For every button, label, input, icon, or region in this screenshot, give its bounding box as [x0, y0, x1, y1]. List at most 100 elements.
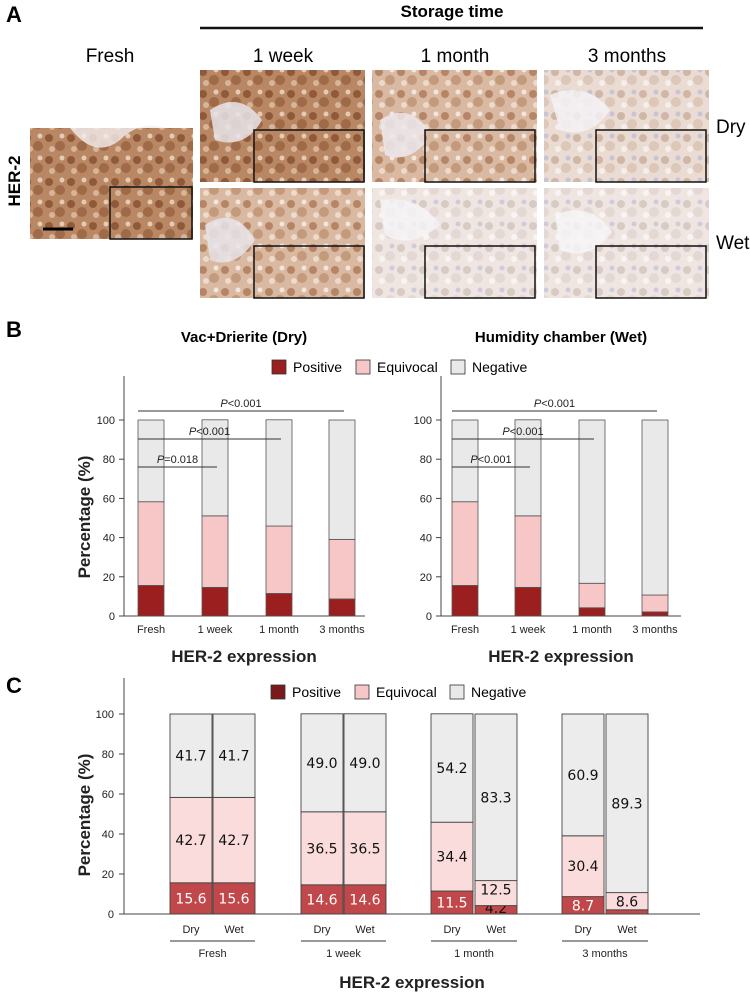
x-tick-label-1-week: 1 week — [511, 624, 546, 636]
legend-swatch-positive — [271, 359, 287, 375]
x-subtick-label-dry: Dry — [443, 924, 461, 936]
inset-dry-1-week — [253, 129, 365, 183]
column-label-fresh: Fresh — [86, 46, 135, 67]
data-label-equivocal: 34.4 — [436, 850, 467, 866]
bar-segment-equivocal-1-month — [265, 525, 293, 594]
bar-segment-negative-wet-1-month — [474, 713, 518, 882]
bar-segment-negative-1-month — [265, 419, 293, 527]
legend-swatch-negative — [450, 359, 466, 375]
bar-segment-equivocal-fresh — [451, 501, 479, 586]
bar-segment-equivocal-1-week — [201, 515, 229, 588]
data-label-negative: 49.0 — [306, 756, 337, 772]
bar-segment-equivocal-dry-fresh — [169, 796, 213, 884]
bar-segment-equivocal-1-week — [514, 515, 542, 588]
y-tick-label: 40 — [103, 533, 115, 545]
bar-segment-equivocal-1-month — [578, 582, 606, 609]
bar-segment-negative-1-week — [514, 419, 542, 517]
bar-segment-negative-wet-1-week — [343, 713, 387, 813]
y-tick-label: 60 — [102, 789, 114, 801]
data-label-negative: 41.7 — [218, 749, 249, 765]
bar-segment-positive-dry-fresh — [169, 882, 213, 915]
legend-label-negative: Negative — [472, 359, 527, 375]
data-label-negative: 41.7 — [175, 749, 206, 765]
y-tick-label: 100 — [97, 415, 115, 427]
bar-segment-negative-dry-3-months — [561, 713, 605, 837]
data-label-negative: 60.9 — [567, 768, 598, 784]
legend-c-label-positive: Positive — [292, 684, 341, 700]
x-tick-label-1-month: 1 month — [259, 624, 299, 636]
panel-c-letter: C — [6, 673, 22, 698]
legend-label-positive: Positive — [293, 359, 342, 375]
chart-c-xlabel: HER-2 expression — [339, 973, 485, 992]
bar-segment-positive-1-week — [201, 586, 229, 617]
data-label-positive: 15.6 — [175, 891, 206, 907]
micrograph-dry-3-months — [544, 70, 709, 183]
data-label-positive: 2.1 — [616, 895, 638, 911]
y-tick-label: 40 — [420, 533, 432, 545]
bar-segment-negative-1-week — [201, 419, 229, 517]
data-label-positive: 11.5 — [436, 896, 467, 912]
legend-c-swatch-negative — [449, 684, 465, 700]
y-tick-label: 40 — [102, 829, 114, 841]
bar-segment-equivocal-wet-fresh — [212, 796, 256, 884]
row-label-dry: Dry — [716, 117, 746, 138]
bar-segment-positive-1-month — [578, 607, 606, 617]
p-value-label: P=0.018 — [157, 454, 198, 466]
bar-segment-positive-fresh — [451, 585, 479, 617]
bar-segment-positive-dry-3-months — [561, 896, 605, 915]
chart-dry-title: Vac+Drierite (Dry) — [181, 329, 307, 346]
x-tick-label-fresh: Fresh — [137, 624, 165, 636]
bar-segment-positive-wet-1-month — [474, 905, 518, 915]
data-label-equivocal: 30.4 — [567, 859, 598, 875]
bar-segment-equivocal-dry-1-month — [430, 821, 474, 892]
y-tick-label: 60 — [103, 493, 115, 505]
x-group-label-fresh: Fresh — [198, 948, 226, 960]
bar-segment-equivocal-dry-1-week — [300, 811, 344, 886]
data-label-negative: 89.3 — [611, 796, 642, 812]
bar-segment-equivocal-wet-1-month — [474, 880, 518, 907]
data-label-positive: 4.2 — [485, 901, 507, 917]
x-subtick-label-wet: Wet — [224, 924, 243, 936]
bar-segment-negative-fresh — [451, 419, 479, 503]
x-tick-label-1-week: 1 week — [198, 624, 233, 636]
y-tick-label: 80 — [420, 454, 432, 466]
bar-segment-negative-1-month — [578, 419, 606, 584]
x-tick-label-3-months: 3 months — [632, 624, 678, 636]
data-label-equivocal: 36.5 — [349, 841, 380, 857]
y-tick-label: 20 — [102, 869, 114, 881]
x-subtick-label-dry: Dry — [574, 924, 592, 936]
bar-segment-equivocal-dry-3-months — [561, 835, 605, 898]
data-label-negative: 49.0 — [349, 756, 380, 772]
inset-fresh — [109, 186, 193, 240]
data-label-positive: 14.6 — [349, 892, 380, 908]
bar-segment-positive-wet-1-week — [343, 884, 387, 915]
bar-segment-equivocal-wet-1-week — [343, 811, 387, 886]
data-label-positive: 14.6 — [306, 892, 337, 908]
y-tick-label: 80 — [103, 454, 115, 466]
chart-dry-xlabel: HER-2 expression — [171, 647, 317, 666]
bar-segment-negative-fresh — [137, 419, 165, 503]
p-value-label: P<0.001 — [502, 426, 543, 438]
panel-a-letter: A — [6, 2, 22, 27]
column-label-3-months: 3 months — [588, 46, 666, 67]
bar-segment-positive-1-week — [514, 586, 542, 617]
data-label-equivocal: 12.5 — [480, 883, 511, 899]
panel-a-micrographs: A Storage time Fresh 1 week 1 month 3 mo… — [5, 2, 750, 299]
her2-row-label: HER-2 — [5, 155, 24, 206]
y-tick-label: 60 — [420, 493, 432, 505]
bar-segment-equivocal-3-months — [641, 594, 669, 613]
x-group-label-3-months: 3 months — [582, 948, 628, 960]
chart-wet-title: Humidity chamber (Wet) — [475, 329, 647, 346]
y-tick-label: 100 — [96, 709, 114, 721]
bar-segment-positive-dry-1-month — [430, 890, 474, 915]
chart-c-ylabel: Percentage (%) — [75, 754, 94, 877]
x-subtick-label-wet: Wet — [355, 924, 374, 936]
bar-segment-negative-wet-fresh — [212, 713, 256, 798]
data-label-equivocal: 42.7 — [218, 833, 249, 849]
bar-segment-positive-wet-fresh — [212, 882, 256, 915]
bar-segment-negative-wet-3-months — [605, 713, 649, 894]
micrograph-dry-1-month — [372, 70, 537, 183]
micrograph-wet-1-month — [372, 188, 537, 299]
chart-dry-ylabel: Percentage (%) — [75, 456, 94, 579]
